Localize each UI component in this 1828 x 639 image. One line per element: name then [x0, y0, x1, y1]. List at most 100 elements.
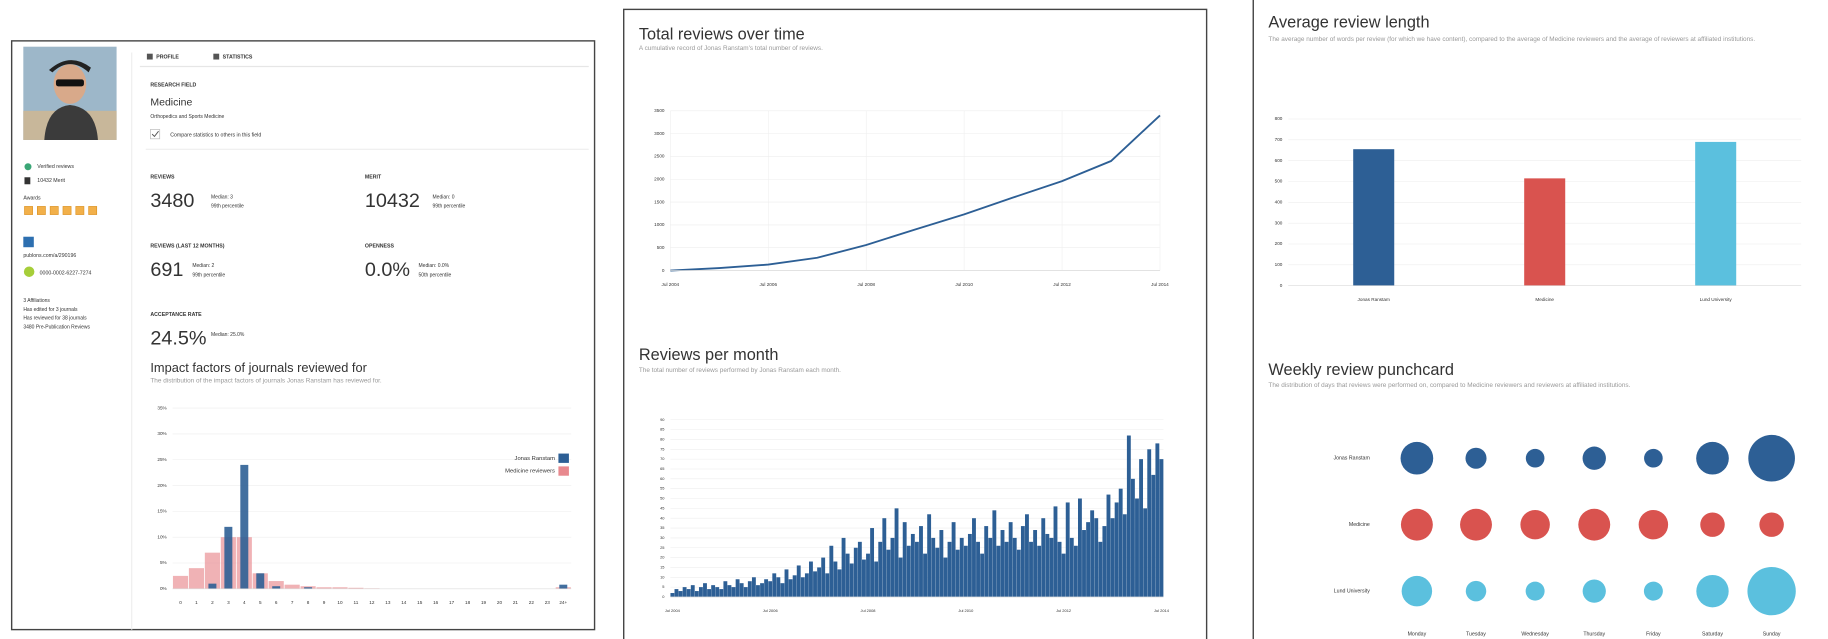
- x-tick-label: 3: [227, 600, 230, 605]
- stat-percentile: 99th percentile: [211, 204, 244, 210]
- bar: [686, 589, 691, 597]
- bar: [947, 541, 952, 597]
- y-tick-label: 1500: [654, 199, 665, 204]
- bar: [817, 567, 822, 597]
- stat-value: 10432: [365, 190, 420, 212]
- sidebar-link[interactable]: 0000-0002-6227-7274: [40, 270, 92, 276]
- y-tick-label: 65: [660, 466, 665, 471]
- bar: [764, 579, 769, 597]
- y-tick-label: 2500: [654, 154, 665, 159]
- x-tick-label: Thursday: [1583, 632, 1605, 638]
- bar: [1016, 549, 1021, 597]
- tab[interactable]: STATISTICS: [223, 55, 253, 61]
- x-tick-label: 17: [449, 600, 455, 605]
- bar: [1073, 545, 1078, 597]
- x-tick-label: 0: [179, 600, 182, 605]
- x-tick-label: 16: [433, 600, 439, 605]
- x-tick-label: Jul 2004: [665, 608, 681, 613]
- chart-title: Reviews per month: [639, 346, 779, 364]
- x-tick-label: Medicine: [1535, 297, 1554, 302]
- bar: [894, 508, 899, 597]
- y-tick-label: 700: [1275, 137, 1283, 142]
- bar: [1025, 514, 1029, 597]
- y-tick-label: 60: [660, 476, 665, 481]
- bar: [809, 561, 813, 597]
- bar: [670, 593, 675, 597]
- stat-median: Median: 3: [211, 194, 233, 200]
- bar: [172, 575, 189, 589]
- chart-subtitle: The total number of reviews performed by…: [638, 367, 841, 375]
- tab[interactable]: PROFILE: [156, 55, 179, 61]
- bar: [1061, 553, 1066, 597]
- bar: [1122, 514, 1127, 597]
- bar: [972, 518, 976, 597]
- bar: [1135, 498, 1139, 597]
- stat-label: ACCEPTANCE RATE: [150, 312, 202, 318]
- punch: [1700, 512, 1725, 537]
- stat-value: 3480: [150, 190, 194, 212]
- bar: [1057, 541, 1062, 597]
- orcid-icon: [23, 266, 35, 277]
- punch: [1759, 512, 1784, 537]
- profile-photo: [23, 46, 117, 140]
- chart-subtitle-box: The average number of words per review (…: [1268, 36, 1755, 43]
- x-tick-label: Sunday: [1763, 632, 1781, 638]
- bar: [923, 553, 928, 597]
- bar: [1155, 443, 1160, 597]
- y-tick-label: 0%: [160, 586, 167, 591]
- row-label: Jonas Ranstam: [1333, 456, 1370, 462]
- punch: [1465, 447, 1487, 469]
- y-tick-label: 35: [660, 525, 665, 530]
- bar: [963, 545, 968, 597]
- x-tick-label: Tuesday: [1466, 632, 1486, 638]
- bar: [935, 547, 940, 597]
- compare-checkbox[interactable]: [150, 129, 161, 140]
- stat-median: Median: 2: [192, 263, 214, 269]
- x-tick-label: 1: [195, 600, 198, 605]
- y-tick-label: 30: [660, 535, 665, 540]
- x-tick-label: 21: [513, 600, 519, 605]
- bar: [849, 563, 854, 597]
- x-tick-label: 6: [275, 600, 278, 605]
- field-label: RESEARCH FIELD: [150, 83, 196, 89]
- sidebar-link[interactable]: publons.com/a/290196: [23, 253, 76, 259]
- stat-label: MERIT: [365, 175, 382, 181]
- y-tick-label: 50: [660, 496, 665, 501]
- field-subfield: Orthopedics and Sports Medicine: [150, 114, 224, 120]
- bar: [747, 581, 752, 597]
- bar: [788, 579, 793, 597]
- bar: [1695, 141, 1737, 286]
- bar: [727, 585, 732, 597]
- bar: [332, 587, 348, 589]
- x-tick-label: 18: [465, 600, 471, 605]
- y-tick-label: 1000: [654, 222, 665, 227]
- stat-median: Median: 25.0%: [211, 332, 245, 338]
- x-tick-label: Jul 2014: [1151, 282, 1169, 287]
- bar: [1000, 530, 1005, 597]
- bar: [768, 581, 773, 597]
- legend-label: Medicine reviewers: [505, 469, 555, 475]
- chart-subtitle: The distribution of the impact factors o…: [150, 377, 382, 385]
- punch: [1525, 581, 1545, 601]
- x-tick-label: 8: [307, 600, 310, 605]
- bar: [719, 589, 724, 597]
- stat-label: REVIEWS (LAST 12 MONTHS): [150, 243, 224, 249]
- bar: [1082, 530, 1086, 597]
- length-panel: [1252, 0, 1828, 639]
- chart-subtitle: A cumulative record of Jonas Ranstam's t…: [638, 45, 823, 53]
- sidebar-text: 10432 Merit: [37, 178, 65, 184]
- sidebar-fact: Has reviewed for 38 journals: [23, 316, 87, 322]
- chart-subtitle-box: The distribution of the impact factors o…: [150, 377, 382, 385]
- bar: [1065, 502, 1070, 597]
- bar: [1110, 518, 1115, 597]
- bar: [780, 583, 785, 597]
- bar: [690, 585, 695, 597]
- bar: [829, 545, 834, 597]
- bar: [837, 569, 842, 597]
- bar: [845, 553, 850, 597]
- bar: [1094, 518, 1099, 597]
- check-mark: [151, 130, 159, 138]
- bar: [857, 541, 862, 597]
- x-tick-label: 4: [243, 600, 246, 605]
- bar: [878, 541, 883, 597]
